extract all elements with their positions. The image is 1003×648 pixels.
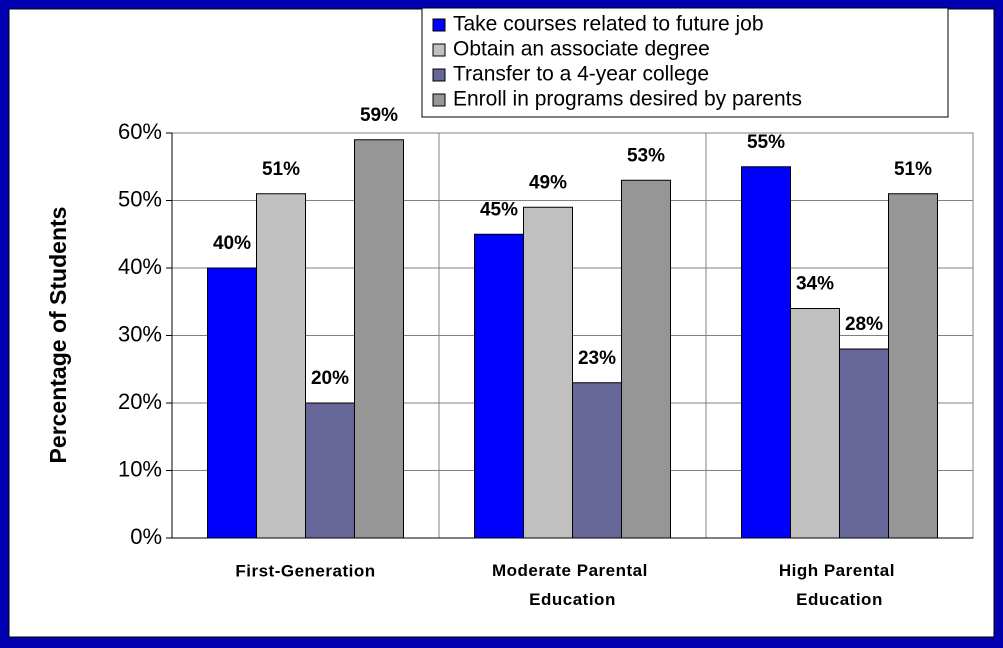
- legend-swatch: [432, 18, 446, 32]
- y-tick-label: 30%: [118, 321, 162, 346]
- data-label: 23%: [578, 348, 616, 369]
- bar: [741, 166, 791, 539]
- data-label: 55%: [747, 132, 785, 153]
- legend-label: Obtain an associate degree: [453, 38, 710, 61]
- x-tick-label: First-Generation: [235, 561, 375, 580]
- y-tick-label: 0%: [130, 524, 162, 549]
- y-tick-label: 40%: [118, 254, 162, 279]
- legend: [421, 7, 949, 118]
- bar: [572, 382, 622, 539]
- bar: [354, 139, 404, 539]
- legend-swatch: [432, 43, 446, 57]
- bar: [621, 179, 671, 539]
- y-axis-label: Percentage of Students: [45, 207, 71, 464]
- data-label: 49%: [529, 172, 567, 193]
- bar: [474, 233, 524, 539]
- bar: [790, 308, 840, 539]
- bar: [839, 348, 889, 539]
- bar: [305, 402, 355, 539]
- bar: [207, 267, 257, 539]
- y-tick-label: 20%: [118, 389, 162, 414]
- legend-swatch: [432, 93, 446, 107]
- bar: [256, 193, 306, 539]
- data-label: 20%: [311, 368, 349, 389]
- x-tick-label-line: Education: [529, 590, 616, 609]
- data-label: 40%: [213, 233, 251, 254]
- legend-label: Enroll in programs desired by parents: [453, 88, 802, 111]
- data-label: 53%: [627, 145, 665, 166]
- data-label: 51%: [262, 159, 300, 180]
- legend-swatch: [432, 68, 446, 82]
- bar: [888, 193, 938, 539]
- legend-label: Take courses related to future job: [453, 13, 764, 36]
- x-tick-label-line: Moderate Parental: [492, 561, 653, 580]
- data-label: 28%: [845, 314, 883, 335]
- data-label: 34%: [796, 274, 834, 295]
- y-tick-label: 10%: [118, 456, 162, 481]
- x-tick-label-line: High Parental: [779, 561, 900, 580]
- legend-label: Transfer to a 4-year college: [453, 63, 709, 86]
- x-tick-label: High Parental Education: [779, 561, 900, 609]
- x-tick-label: Moderate Parental Education: [492, 561, 653, 609]
- y-tick-label: 50%: [118, 186, 162, 211]
- x-tick-label-line: Education: [796, 590, 883, 609]
- bar: [523, 206, 573, 539]
- data-label: 51%: [894, 159, 932, 180]
- data-label: 59%: [360, 105, 398, 126]
- y-tick-label: 60%: [118, 119, 162, 144]
- data-label: 45%: [480, 199, 518, 220]
